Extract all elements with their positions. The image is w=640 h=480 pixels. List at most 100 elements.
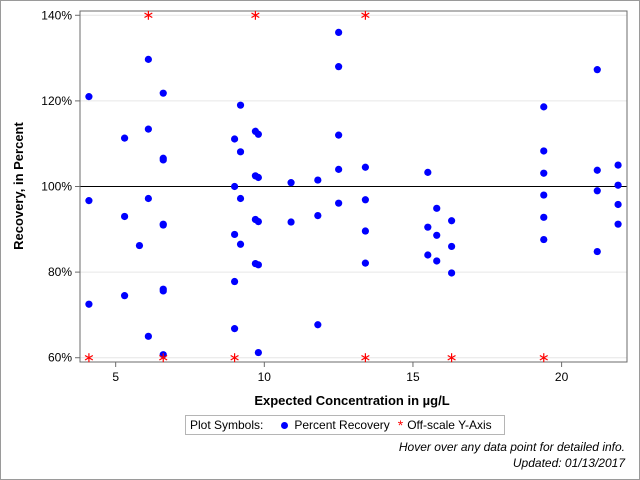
- data-point-off-scale[interactable]: [230, 353, 239, 363]
- data-point-percent-recovery[interactable]: [236, 240, 245, 248]
- data-point-percent-recovery[interactable]: [287, 218, 295, 226]
- legend-title: Plot Symbols:: [190, 418, 264, 432]
- legend-label-percent-recovery: Percent Recovery: [294, 418, 390, 432]
- data-point-percent-recovery[interactable]: [287, 179, 295, 187]
- data-point-percent-recovery[interactable]: [540, 213, 548, 221]
- x-tick-label: 15: [406, 370, 420, 384]
- data-point-percent-recovery[interactable]: [433, 257, 441, 265]
- data-point-percent-recovery[interactable]: [230, 182, 239, 191]
- x-tick-label: 20: [555, 370, 569, 384]
- y-tick-label: 140%: [41, 8, 72, 22]
- data-point-percent-recovery[interactable]: [593, 66, 601, 74]
- y-tick-label: 100%: [41, 180, 72, 194]
- y-tick-label: 80%: [48, 265, 72, 279]
- data-point-percent-recovery[interactable]: [230, 135, 239, 143]
- legend-label-off-scale: Off-scale Y-Axis: [407, 418, 492, 432]
- data-point-percent-recovery[interactable]: [361, 163, 369, 171]
- data-point-percent-recovery[interactable]: [361, 227, 369, 235]
- data-point-off-scale[interactable]: [361, 353, 370, 363]
- data-point-percent-recovery[interactable]: [120, 292, 129, 300]
- data-point-percent-recovery[interactable]: [335, 199, 343, 207]
- data-point-percent-recovery[interactable]: [448, 217, 456, 225]
- axis-ticks: 60% 80% 100% 120% 140% 5 10 15 20: [41, 8, 568, 384]
- data-points: [84, 10, 622, 363]
- data-point-off-scale[interactable]: [539, 353, 548, 363]
- data-point-percent-recovery[interactable]: [540, 103, 548, 111]
- data-point-percent-recovery[interactable]: [144, 125, 152, 133]
- data-point-percent-recovery[interactable]: [230, 277, 239, 286]
- data-point-percent-recovery[interactable]: [120, 212, 129, 221]
- scatter-chart: 60% 80% 100% 120% 140% 5 10 15 20 Expected Conce…: [11, 8, 628, 408]
- data-point-percent-recovery[interactable]: [448, 242, 456, 251]
- data-point-percent-recovery[interactable]: [593, 166, 601, 174]
- legend-item-off-scale: * Off-scale Y-Axis: [398, 418, 492, 432]
- data-point-percent-recovery[interactable]: [85, 197, 93, 205]
- data-point-percent-recovery[interactable]: [433, 231, 441, 239]
- data-point-percent-recovery[interactable]: [424, 168, 432, 176]
- data-point-percent-recovery[interactable]: [144, 194, 152, 203]
- data-point-off-scale[interactable]: [251, 10, 260, 20]
- data-point-percent-recovery[interactable]: [236, 194, 245, 203]
- data-point-percent-recovery[interactable]: [540, 147, 548, 155]
- data-point-percent-recovery[interactable]: [614, 220, 622, 228]
- hover-footnote: Hover over any data point for detailed i…: [398, 440, 625, 454]
- blue-circle-icon: [281, 421, 289, 429]
- data-point-percent-recovery[interactable]: [448, 269, 456, 277]
- red-asterisk-icon: *: [397, 417, 404, 433]
- data-point-percent-recovery[interactable]: [361, 196, 369, 204]
- data-point-percent-recovery[interactable]: [230, 325, 239, 333]
- data-point-percent-recovery[interactable]: [159, 221, 167, 229]
- data-point-percent-recovery[interactable]: [335, 28, 343, 37]
- data-point-percent-recovery[interactable]: [159, 89, 167, 97]
- data-point-off-scale[interactable]: [447, 353, 456, 363]
- data-point-percent-recovery[interactable]: [236, 101, 245, 109]
- data-point-percent-recovery[interactable]: [144, 332, 152, 340]
- data-point-percent-recovery[interactable]: [424, 223, 432, 231]
- x-axis-label: Expected Concentration in µg/L: [254, 393, 449, 408]
- data-point-percent-recovery[interactable]: [614, 181, 622, 189]
- data-point-off-scale[interactable]: [159, 353, 168, 363]
- legend-item-percent-recovery: Percent Recovery: [281, 418, 390, 432]
- data-point-percent-recovery[interactable]: [314, 212, 322, 220]
- data-point-off-scale[interactable]: [361, 10, 370, 20]
- data-point-percent-recovery[interactable]: [254, 218, 262, 226]
- data-point-percent-recovery[interactable]: [135, 241, 144, 250]
- data-point-percent-recovery[interactable]: [614, 161, 622, 169]
- data-point-percent-recovery[interactable]: [433, 204, 441, 212]
- data-point-percent-recovery[interactable]: [85, 300, 93, 308]
- data-point-percent-recovery[interactable]: [335, 165, 343, 173]
- data-point-percent-recovery[interactable]: [540, 191, 548, 199]
- y-tick-label: 120%: [41, 94, 72, 108]
- data-point-percent-recovery[interactable]: [314, 321, 322, 329]
- data-point-percent-recovery[interactable]: [424, 251, 432, 259]
- y-tick-label: 60%: [48, 351, 72, 365]
- x-tick-label: 10: [258, 370, 272, 384]
- data-point-percent-recovery[interactable]: [335, 63, 343, 71]
- y-axis-label: Recovery, in Percent: [11, 122, 26, 250]
- data-point-percent-recovery[interactable]: [159, 287, 167, 295]
- data-point-percent-recovery[interactable]: [254, 261, 262, 269]
- x-tick-label: 5: [112, 370, 119, 384]
- data-point-off-scale[interactable]: [84, 353, 94, 363]
- data-point-percent-recovery[interactable]: [254, 173, 262, 182]
- data-point-percent-recovery[interactable]: [85, 93, 93, 101]
- data-point-percent-recovery[interactable]: [540, 169, 548, 177]
- data-point-percent-recovery[interactable]: [254, 130, 262, 138]
- data-point-percent-recovery[interactable]: [361, 259, 369, 267]
- data-point-percent-recovery[interactable]: [236, 148, 245, 156]
- data-point-percent-recovery[interactable]: [159, 156, 167, 164]
- data-point-percent-recovery[interactable]: [144, 55, 152, 63]
- data-point-percent-recovery[interactable]: [314, 176, 322, 184]
- data-point-percent-recovery[interactable]: [593, 187, 601, 195]
- data-point-percent-recovery[interactable]: [254, 348, 262, 357]
- data-point-off-scale[interactable]: [144, 10, 153, 20]
- data-point-percent-recovery[interactable]: [230, 230, 239, 239]
- legend: Plot Symbols: Percent Recovery * Off-sca…: [185, 415, 505, 435]
- updated-footnote: Updated: 01/13/2017: [512, 456, 625, 470]
- data-point-percent-recovery[interactable]: [540, 235, 548, 244]
- data-point-percent-recovery[interactable]: [593, 247, 601, 256]
- data-point-percent-recovery[interactable]: [120, 134, 129, 142]
- data-point-percent-recovery[interactable]: [335, 131, 343, 139]
- data-point-percent-recovery[interactable]: [614, 200, 622, 209]
